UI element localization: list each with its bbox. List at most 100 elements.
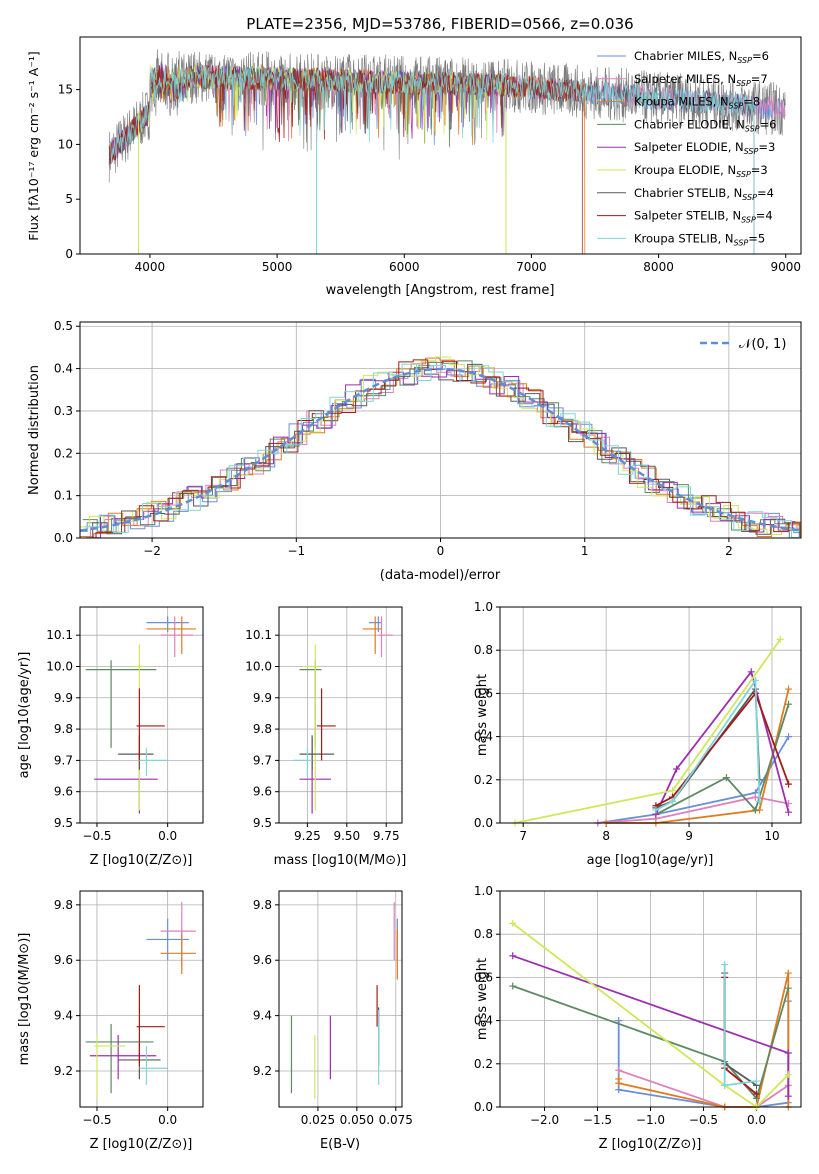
y-tick-label: 10 xyxy=(58,137,73,151)
y-tick-label: 0.2 xyxy=(474,773,493,787)
y-tick-label: 9.4 xyxy=(253,1009,272,1023)
y-tick-label: 9.6 xyxy=(54,953,73,967)
x-tick-label: 6000 xyxy=(389,260,420,274)
legend-label: Kroupa STELIB, NSSP=5 xyxy=(634,231,765,247)
y-tick-label: 9.6 xyxy=(253,785,272,799)
legend-label: Chabrier MILES, NSSP=6 xyxy=(634,49,769,65)
weight-vs-z-panel: −2.0 −1.5 −1.0 −0.5 0.0 0.0 0.2 0.4 0.6 0.8 1.0 Z … xyxy=(474,884,802,1152)
weight-point-marker xyxy=(615,1086,623,1094)
y-tick-label: 9.6 xyxy=(253,953,272,967)
x-tick-label: 9 xyxy=(685,829,693,843)
x-tick-label: 0.075 xyxy=(379,1113,413,1127)
weight-point-marker xyxy=(785,808,793,816)
x-tick-label: 9.75 xyxy=(373,829,400,843)
weight-point-marker xyxy=(673,765,681,773)
x-tick-label: −0.5 xyxy=(689,1113,718,1127)
weight-point-marker xyxy=(721,960,729,968)
y-tick-label: 0.4 xyxy=(54,362,73,376)
y-tick-label: 0.0 xyxy=(474,816,493,830)
weight-point-marker xyxy=(751,806,759,814)
y-tick-label: 0.2 xyxy=(474,1057,493,1071)
y-tick-label: 0.4 xyxy=(474,730,493,744)
x-tick-label: 4000 xyxy=(135,260,166,274)
weight-point-marker xyxy=(615,1066,623,1074)
legend-label: Salpeter MILES, NSSP=7 xyxy=(634,72,768,88)
mass-vs-ebv-plot: 0.025 0.050 0.075 9.2 9.4 9.6 9.8 xyxy=(253,891,413,1127)
histogram-series xyxy=(81,359,801,539)
weight-point-marker xyxy=(784,984,792,992)
residuals-legend: 𝒩(0, 1) xyxy=(700,337,786,352)
y-tick-label: 0.4 xyxy=(474,1014,493,1028)
weight-point-marker xyxy=(747,668,755,676)
y-tick-label: 10.0 xyxy=(245,659,272,673)
spectrum-lines xyxy=(108,49,786,255)
weight-point-marker xyxy=(785,685,793,693)
weight-vs-age-frame xyxy=(499,606,802,824)
weight-series-line xyxy=(655,677,761,811)
age-vs-z-plot: −0.5 0.0 9.5 9.6 9.7 9.8 9.9 10.0 10.1 xyxy=(46,607,203,843)
weight-series-line xyxy=(597,796,789,824)
mass-vs-z-ylabel: mass [log10(M/M⊙)] xyxy=(17,933,32,1066)
y-tick-label: 0.5 xyxy=(54,319,73,333)
y-tick-label: 9.7 xyxy=(253,753,272,767)
y-tick-label: 9.8 xyxy=(253,898,272,912)
y-tick-label: 1.0 xyxy=(474,884,493,898)
spectrum-frame xyxy=(79,36,802,255)
model-spectrum-line xyxy=(108,64,755,254)
weight-point-marker xyxy=(776,635,784,643)
x-tick-label: −1 xyxy=(287,544,305,558)
weight-point-marker xyxy=(784,1092,792,1100)
residuals-xlabel: (data-model)/error xyxy=(380,568,501,583)
x-tick-label: −1.5 xyxy=(583,1113,612,1127)
y-tick-label: 9.6 xyxy=(54,785,73,799)
x-tick-label: 0.025 xyxy=(301,1113,335,1127)
weight-point-marker xyxy=(509,982,517,990)
x-tick-label: 0 xyxy=(437,544,445,558)
y-tick-label: 10.1 xyxy=(245,628,272,642)
spectrum-ylabel: Flux [fλ10⁻¹⁷ erg cm⁻² s⁻¹ A⁻¹] xyxy=(26,51,41,240)
weight-point-marker xyxy=(752,1090,760,1098)
y-tick-label: 9.8 xyxy=(54,722,73,736)
weight-vs-age-ylabel: mass weight xyxy=(475,674,490,756)
age-vs-z-xlabel: Z [log10(Z/Z⊙)] xyxy=(90,853,193,868)
x-tick-label: 10 xyxy=(764,829,779,843)
x-tick-label: 0.0 xyxy=(747,1113,766,1127)
mass-vs-z-plot: −0.5 0.0 9.2 9.4 9.6 9.8 xyxy=(54,891,203,1127)
mass-vs-ebv-xlabel: E(B-V) xyxy=(320,1137,360,1152)
y-tick-label: 9.5 xyxy=(54,816,73,830)
x-tick-label: 7000 xyxy=(516,260,547,274)
x-tick-label: 9000 xyxy=(770,260,801,274)
y-tick-label: 0.0 xyxy=(54,531,73,545)
weight-point-marker xyxy=(751,676,759,684)
age-vs-mass-plot: 9.25 9.50 9.75 9.5 9.6 9.7 9.8 9.9 10.0 10.1 xyxy=(245,607,402,843)
gaussian-curve xyxy=(79,367,802,532)
histogram-series xyxy=(80,363,801,539)
weight-point-marker xyxy=(722,774,730,782)
weight-point-marker xyxy=(509,919,517,927)
mass-vs-z-xlabel: Z [log10(Z/Z⊙)] xyxy=(90,1137,193,1152)
weight-point-marker xyxy=(784,1049,792,1057)
weight-series-line xyxy=(655,703,790,816)
residuals-histograms xyxy=(79,356,802,539)
y-tick-label: 0 xyxy=(65,247,73,261)
weight-series-line xyxy=(597,736,790,824)
weight-point-marker xyxy=(509,952,517,960)
age-vs-mass-panel: 9.25 9.50 9.75 9.5 9.6 9.7 9.8 9.9 10.0 10.1 mass… xyxy=(245,606,406,868)
age-vs-z-panel: −0.5 0.0 9.5 9.6 9.7 9.8 9.9 10.0 10.1 Z [log10(… xyxy=(17,606,204,868)
y-tick-label: 5 xyxy=(65,192,73,206)
weight-vs-age-plot: 7 8 9 10 0.0 0.2 0.4 0.6 0.8 1.0 xyxy=(474,600,801,843)
x-tick-label: 8 xyxy=(602,829,610,843)
histogram-series xyxy=(84,363,801,538)
y-tick-label: 10.0 xyxy=(46,659,73,673)
x-tick-label: 2 xyxy=(725,544,733,558)
x-tick-label: 7 xyxy=(519,829,527,843)
mass-vs-z-frame xyxy=(79,890,204,1108)
legend-label: Chabrier ELODIE, NSSP=6 xyxy=(634,117,776,133)
spectrum-title: PLATE=2356, MJD=53786, FIBERID=0566, z=0… xyxy=(246,15,633,33)
spectrum-panel: 4000 5000 6000 7000 8000 9000 0 5 10 15 PLATE=235… xyxy=(26,15,802,298)
y-tick-label: 10.1 xyxy=(46,628,73,642)
weight-point-marker xyxy=(784,969,792,977)
weight-vs-z-frame xyxy=(499,890,802,1108)
residuals-panel: −2 −1 0 1 2 0.0 0.1 0.2 0.3 0.4 0.5 (data-model)/e… xyxy=(27,319,802,583)
